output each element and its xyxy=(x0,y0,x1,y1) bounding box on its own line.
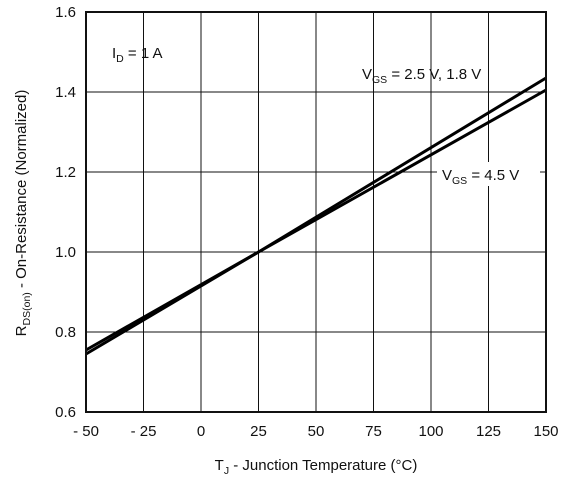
x-tick-label: 125 xyxy=(476,423,501,440)
series-lines xyxy=(85,76,547,356)
y-tick-label: 1.2 xyxy=(55,164,76,181)
x-tick-label: 150 xyxy=(533,423,558,440)
plot-frame xyxy=(85,11,547,413)
tick-labels: - 50 - 25 0 25 50 75 100 125 150 0.6 0.8 1.0 1.2 1.4 1… xyxy=(55,4,558,440)
x-tick-label: 50 xyxy=(308,423,325,440)
y-tick-label: 1.0 xyxy=(55,244,76,261)
x-tick-label: 100 xyxy=(418,423,443,440)
y-tick-label: 0.8 xyxy=(55,324,76,341)
x-tick-label: - 50 xyxy=(73,423,99,440)
series-label-vgs-2-5: VGS = 2.5 V, 1.8 V xyxy=(362,66,481,86)
y-tick-label: 1.6 xyxy=(55,4,76,21)
y-tick-label: 1.4 xyxy=(55,84,76,101)
series-line-2 xyxy=(85,88,547,352)
series2-label-background xyxy=(437,162,540,186)
x-axis-label: TJ - Junction Temperature (°C) xyxy=(215,457,418,477)
condition-label: ID = 1 A xyxy=(112,45,163,65)
y-axis-label: RDS(on) - On-Resistance (Normalized) xyxy=(13,90,33,337)
series-label-vgs-4-5: VGS = 4.5 V xyxy=(442,167,519,187)
x-tick-label: - 25 xyxy=(131,423,157,440)
x-tick-label: 0 xyxy=(197,423,205,440)
x-tick-label: 75 xyxy=(365,423,382,440)
x-tick-label: 25 xyxy=(250,423,267,440)
y-tick-label: 0.6 xyxy=(55,404,76,421)
